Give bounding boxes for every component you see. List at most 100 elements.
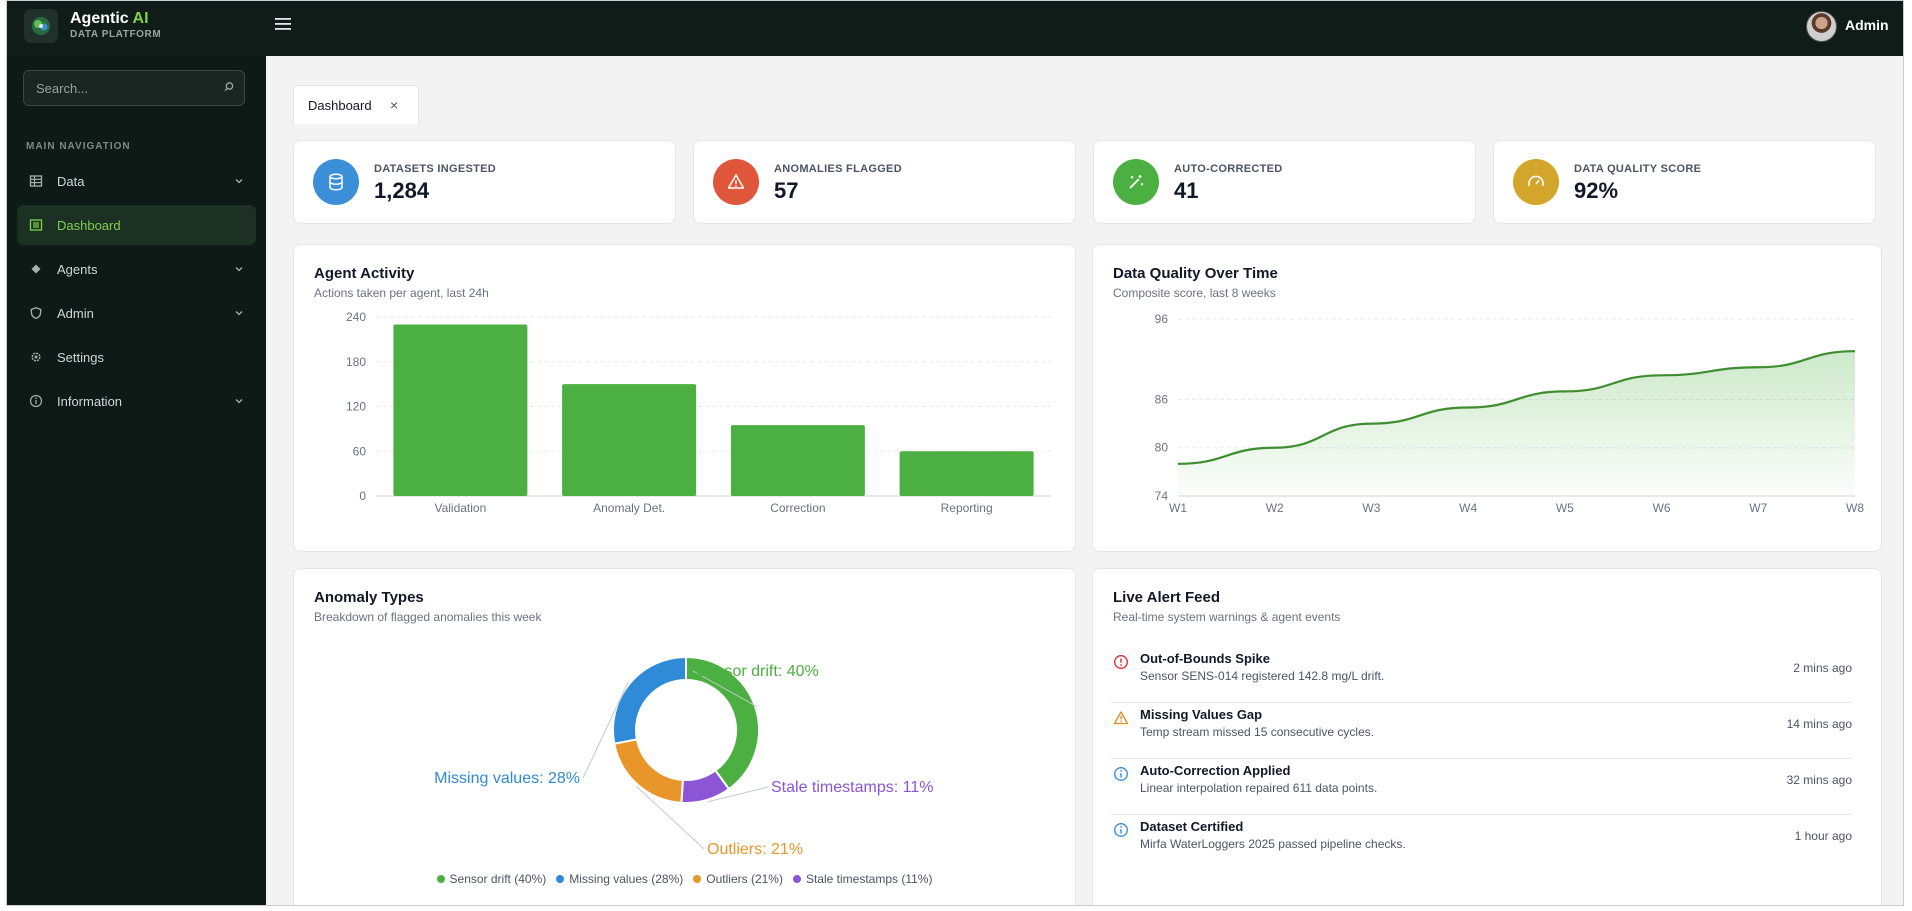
chart-legend: Sensor drift (40%) Missing values (28%) Ou…: [294, 872, 1075, 886]
panel-subtitle: Real-time system warnings & agent events: [1113, 610, 1341, 624]
alert-item[interactable]: Out-of-Bounds Spike Sensor SENS-014 regi…: [1111, 647, 1852, 703]
sidebar-item-label: Information: [57, 394, 123, 409]
slice-label: Missing values: 28%: [434, 770, 580, 787]
label-leader-line: [636, 785, 705, 850]
alert-description: Mirfa WaterLoggers 2025 passed pipeline …: [1140, 837, 1406, 851]
sidebar-item-label: Settings: [57, 350, 104, 365]
legend-label: Outliers (21%): [706, 872, 783, 886]
legend-swatch: [556, 875, 565, 883]
diamond-icon: [31, 264, 41, 274]
logo[interactable]: [24, 9, 58, 43]
legend-entry[interactable]: Outliers (21%): [693, 872, 783, 886]
stat-label: ANOMALIES FLAGGED: [774, 163, 902, 175]
legend-entry[interactable]: Sensor drift (40%): [436, 872, 546, 886]
stat-icon-circle: [1113, 159, 1159, 205]
y-tick-label: 120: [346, 400, 366, 414]
panel-subtitle: Actions taken per agent, last 24h: [314, 286, 489, 300]
alert-description: Temp stream missed 15 consecutive cycles…: [1140, 725, 1375, 739]
y-tick-label: 240: [346, 310, 366, 324]
search-box: [23, 70, 245, 106]
user-name[interactable]: Admin: [1845, 17, 1889, 33]
sidebar-item-agents[interactable]: Agents: [17, 249, 256, 289]
database-icon: [329, 173, 343, 191]
warning-icon: [1113, 711, 1129, 725]
alert-title: Out-of-Bounds Spike: [1140, 651, 1270, 666]
sidebar-item-label: Data: [57, 174, 85, 189]
area-fill: [1178, 351, 1855, 496]
y-tick-label: 80: [1155, 441, 1169, 455]
x-tick-label: W4: [1459, 501, 1477, 515]
bar: [899, 451, 1034, 496]
legend-entry[interactable]: Stale timestamps (11%): [792, 872, 933, 886]
alert-item[interactable]: Missing Values Gap Temp stream missed 15…: [1111, 703, 1852, 759]
legend-label: Missing values (28%): [569, 872, 684, 886]
info-icon: [1114, 823, 1128, 837]
alert-item[interactable]: Dataset Certified Mirfa WaterLoggers 202…: [1111, 815, 1852, 871]
alert-time: 32 mins ago: [1786, 773, 1852, 787]
series-line: [1177, 350, 1856, 465]
alert-time: 14 mins ago: [1786, 717, 1852, 731]
magic-wand-icon: [1129, 175, 1144, 189]
sidebar-item-information[interactable]: Information: [17, 381, 256, 421]
search-icon[interactable]: [222, 80, 236, 94]
logo-icon: [32, 17, 50, 35]
panel-subtitle: Composite score, last 8 weeks: [1113, 286, 1276, 300]
stat-card-datasets: DATASETS INGESTED 1,284: [293, 140, 676, 224]
y-tick-label: 60: [353, 444, 367, 458]
x-tick-label: Correction: [770, 501, 825, 515]
alert-title: Missing Values Gap: [1140, 707, 1263, 722]
warning-icon: [727, 174, 745, 189]
brand-name: Agentic AI: [70, 10, 149, 28]
stat-label: DATA QUALITY SCORE: [1574, 163, 1702, 175]
brand-name-text: Agentic: [70, 10, 129, 27]
x-tick-label: W6: [1653, 501, 1671, 515]
legend-label: Stale timestamps (11%): [805, 872, 933, 886]
agent-activity-bar-chart: 0 60 120 180 240 Validation Anomaly Det. Correc…: [346, 310, 1051, 515]
sidebar-item-label: Dashboard: [57, 218, 121, 233]
x-tick-label: W5: [1556, 501, 1574, 515]
hamburger-icon: [275, 18, 291, 30]
sidebar-item-settings[interactable]: Settings: [17, 337, 256, 377]
y-tick-label: 0: [359, 489, 366, 503]
stat-label: AUTO-CORRECTED: [1174, 163, 1283, 175]
panel-data-quality: Data Quality Over Time Composite score, …: [1092, 244, 1882, 552]
menu-toggle-button[interactable]: [275, 14, 291, 36]
pie-slice: [612, 655, 687, 745]
dashboard-icon: [29, 219, 43, 231]
x-tick-label: W3: [1362, 501, 1380, 515]
label-leader-line: [706, 786, 769, 803]
legend-entry[interactable]: Missing values (28%): [556, 872, 683, 886]
sidebar-item-dashboard[interactable]: Dashboard: [17, 205, 256, 245]
data-quality-line-chart: 74 80 86 96 W1 W2 W3 W4 W5 W6 W7 W8: [1155, 312, 1865, 515]
sidebar-item-admin[interactable]: Admin: [17, 293, 256, 333]
sidebar-item-data[interactable]: Data: [17, 161, 256, 201]
panel-agent-activity: Agent Activity Actions taken per agent, …: [293, 244, 1076, 552]
stat-icon-circle: [713, 159, 759, 205]
pie-slice: [613, 738, 684, 804]
stat-label: DATASETS INGESTED: [374, 163, 497, 175]
slice-label: Stale timestamps: 11%: [771, 779, 933, 796]
app-frame: Agentic AI DATA PLATFORM Admin MAIN NAVI…: [6, 0, 1904, 906]
alert-item[interactable]: Auto-Correction Applied Linear interpola…: [1111, 759, 1852, 815]
search-input[interactable]: [36, 79, 216, 97]
panel-subtitle: Breakdown of flagged anomalies this week: [314, 610, 542, 624]
stat-value: 1,284: [374, 178, 430, 203]
gauge-icon: [1528, 175, 1544, 187]
stat-icon-circle: [1513, 159, 1559, 205]
sidebar-item-label: Admin: [57, 306, 94, 321]
avatar[interactable]: [1806, 11, 1837, 42]
panel-anomaly-types: Anomaly Types Breakdown of flagged anoma…: [293, 568, 1076, 905]
x-tick-label: W2: [1266, 501, 1284, 515]
chevron-down-icon: [235, 311, 243, 316]
alert-time: 1 hour ago: [1794, 829, 1852, 843]
error-icon: [1114, 655, 1128, 669]
slice-label: Sensor drift: 40%: [696, 663, 819, 680]
alert-description: Linear interpolation repaired 611 data p…: [1140, 781, 1378, 795]
panel-title: Agent Activity: [314, 265, 415, 282]
y-tick-label: 180: [346, 355, 366, 369]
x-tick-label: W8: [1846, 501, 1864, 515]
panel-title: Data Quality Over Time: [1113, 265, 1278, 282]
tab-dashboard[interactable]: Dashboard ×: [293, 85, 419, 124]
tab-close-button[interactable]: ×: [390, 97, 399, 113]
chevron-down-icon: [235, 399, 243, 404]
